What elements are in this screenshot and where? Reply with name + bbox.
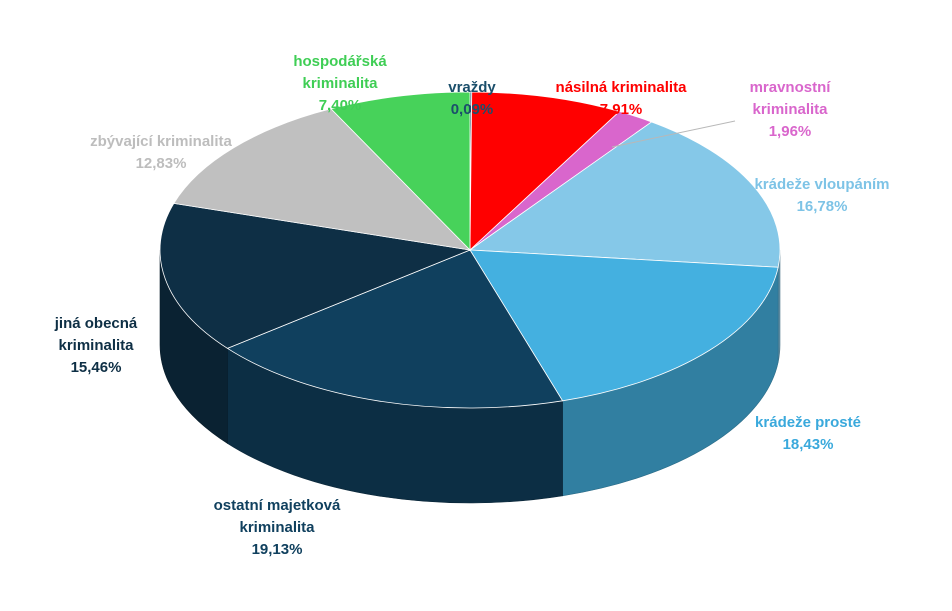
slice-name: násilná kriminalita xyxy=(556,79,688,96)
slice-name: krádeže prosté xyxy=(755,414,861,431)
pie-slice-7 xyxy=(173,108,472,251)
slice-label-3: krádeže vloupáním 16,78% xyxy=(754,176,889,215)
slice-value: 7,40% xyxy=(319,97,362,114)
slice-value: 16,78% xyxy=(797,198,848,215)
slice-name: zbývající kriminalita xyxy=(90,133,232,150)
slice-label-8: hospodářská kriminalita 7,40% xyxy=(293,53,387,114)
slice-label-2: mravnostní kriminalita 1,96% xyxy=(750,79,832,140)
slice-value: 12,83% xyxy=(136,155,187,172)
slice-name: krádeže vloupáním xyxy=(754,176,889,193)
slice-name: hospodářská xyxy=(293,53,387,70)
slice-name: kriminalita xyxy=(302,75,378,92)
slice-name: jiná obecná xyxy=(54,315,138,332)
slice-name: mravnostní xyxy=(750,79,832,96)
slice-value: 0,09% xyxy=(451,101,494,118)
slice-label-1: násilná kriminalita 7,91% xyxy=(556,79,688,118)
slice-name: kriminalita xyxy=(58,337,134,354)
slice-value: 15,46% xyxy=(71,359,122,376)
slice-name: vraždy xyxy=(448,79,496,96)
slice-name: kriminalita xyxy=(752,101,828,118)
slice-name: kriminalita xyxy=(239,519,315,536)
slice-name: ostatní majetková xyxy=(214,497,341,514)
leader-line-mravnostni xyxy=(611,120,736,148)
leader-lines xyxy=(611,120,736,148)
pie-sides xyxy=(159,249,781,504)
pie-slices xyxy=(159,91,781,409)
slice-label-5: ostatní majetková kriminalita 19,13% xyxy=(214,497,341,558)
slice-value: 1,96% xyxy=(769,123,812,140)
slice-value: 7,91% xyxy=(600,101,643,118)
pie-slice-8 xyxy=(330,91,471,251)
pie-slice-1 xyxy=(469,91,621,251)
pie-slice-6 xyxy=(159,202,472,349)
slice-label-6: jiná obecná kriminalita 15,46% xyxy=(54,315,138,376)
slice-value: 19,13% xyxy=(252,541,303,558)
slice-label-0: vraždy 0,09% xyxy=(448,79,496,118)
pie-slice-4 xyxy=(469,249,779,402)
pie-slice-5 xyxy=(226,249,564,409)
slice-value: 18,43% xyxy=(783,436,834,453)
slice-label-7: zbývající kriminalita 12,83% xyxy=(90,133,232,172)
slice-label-4: krádeže prosté 18,43% xyxy=(755,414,861,453)
pie-slice-3 xyxy=(468,121,781,268)
slice-labels: vraždy 0,09% násilná kriminalita 7,91% mravn… xyxy=(54,53,890,558)
